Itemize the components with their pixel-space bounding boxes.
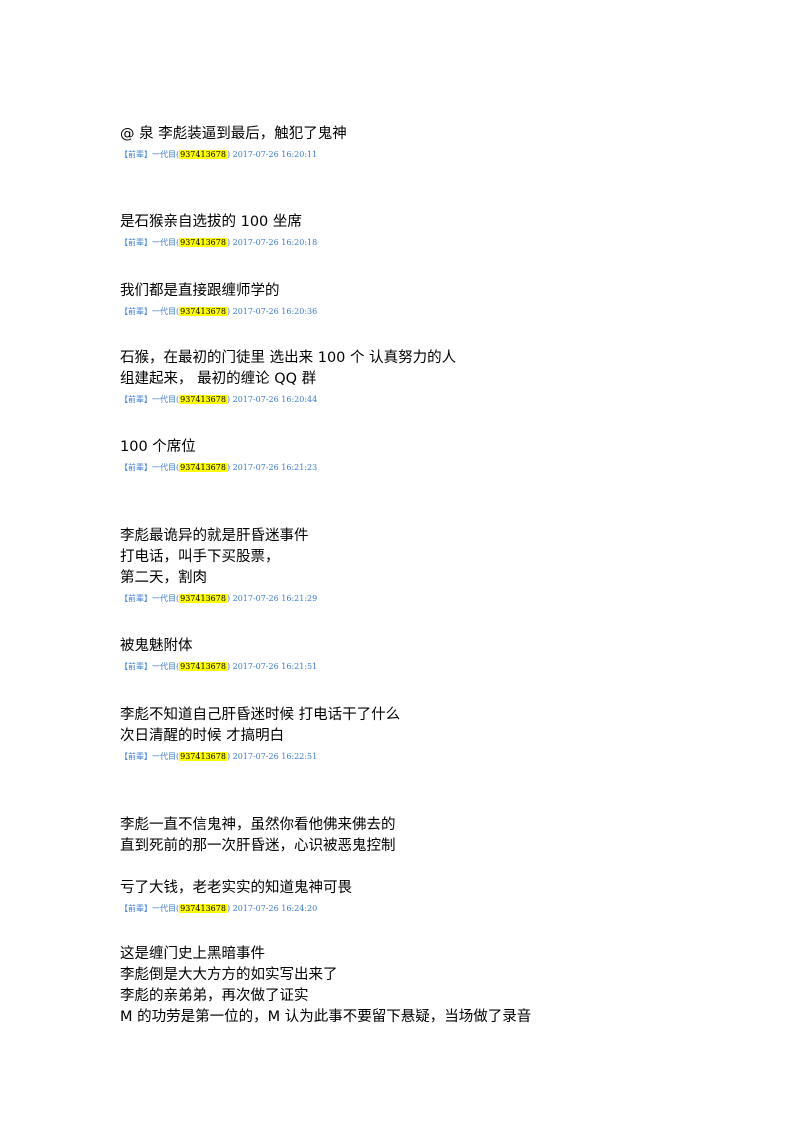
- message-text: 被鬼魅附体: [120, 638, 193, 654]
- message-text: 我们都是直接跟缠师学的: [120, 283, 280, 299]
- message-meta: 【前辈】一代目(937413678) 2017-07-26 16:24:20: [120, 904, 318, 913]
- qq-number: 937413678: [179, 150, 227, 159]
- message-text: 组建起来， 最初的缠论 QQ 群: [120, 371, 317, 387]
- qq-number: 937413678: [179, 752, 227, 761]
- message-text: 李彪的亲弟弟，再次做了证实: [120, 988, 309, 1004]
- message-5: 李彪最诡异的就是肝昏迷事件 打电话，叫手下买股票， 第二天，割肉 【前辈】一代目…: [120, 526, 317, 605]
- message-text: 亏了大钱，老老实实的知道鬼神可畏: [120, 880, 352, 896]
- qq-number: 937413678: [179, 463, 227, 472]
- message-text: 第二天，割肉: [120, 570, 207, 586]
- message-text: 直到死前的那一次肝昏迷，心识被恶鬼控制: [120, 838, 396, 854]
- message-4: 100 个席位 【前辈】一代目(937413678) 2017-07-26 16…: [120, 437, 317, 474]
- message-text: 是石猴亲自选拔的 100 坐席: [120, 214, 302, 230]
- message-0: @ 泉 李彪装逼到最后，触犯了鬼神 【前辈】一代目(937413678) 201…: [120, 124, 347, 161]
- message-8: 李彪一直不信鬼神，虽然你看他佛来佛去的 直到死前的那一次肝昏迷，心识被恶鬼控制 …: [120, 815, 396, 915]
- message-text: 次日清醒的时候 才搞明白: [120, 728, 285, 744]
- qq-number: 937413678: [179, 395, 227, 404]
- message-meta: 【前辈】一代目(937413678) 2017-07-26 16:20:36: [120, 307, 318, 316]
- message-text: M 的功劳是第一位的，M 认为此事不要留下悬疑，当场做了录音: [120, 1009, 532, 1025]
- message-9: 这是缠门史上黑暗事件 李彪倒是大大方方的如实写出来了 李彪的亲弟弟，再次做了证实…: [120, 944, 531, 1028]
- message-text: 李彪一直不信鬼神，虽然你看他佛来佛去的: [120, 817, 396, 833]
- message-text: 李彪倒是大大方方的如实写出来了: [120, 967, 338, 983]
- message-3: 石猴，在最初的门徒里 选出来 100 个 认真努力的人 组建起来， 最初的缠论 …: [120, 348, 456, 406]
- message-text: 100 个席位: [120, 439, 196, 455]
- qq-number: 937413678: [179, 662, 227, 671]
- message-text: 这是缠门史上黑暗事件: [120, 946, 265, 962]
- message-text: 打电话，叫手下买股票，: [120, 549, 280, 565]
- message-text: 石猴，在最初的门徒里 选出来 100 个 认真努力的人: [120, 350, 457, 366]
- message-meta: 【前辈】一代目(937413678) 2017-07-26 16:20:11: [120, 150, 318, 159]
- qq-number: 937413678: [179, 594, 227, 603]
- message-meta: 【前辈】一代目(937413678) 2017-07-26 16:21:51: [120, 662, 318, 671]
- message-2: 我们都是直接跟缠师学的 【前辈】一代目(937413678) 2017-07-2…: [120, 281, 317, 318]
- qq-number: 937413678: [179, 307, 227, 316]
- message-meta: 【前辈】一代目(937413678) 2017-07-26 16:21:29: [120, 594, 318, 603]
- message-meta: 【前辈】一代目(937413678) 2017-07-26 16:20:18: [120, 238, 318, 247]
- message-text: 李彪不知道自己肝昏迷时候 打电话干了什么: [120, 707, 401, 723]
- message-text: [120, 857, 396, 878]
- qq-number: 937413678: [179, 238, 227, 247]
- message-meta: 【前辈】一代目(937413678) 2017-07-26 16:22:51: [120, 752, 318, 761]
- message-meta: 【前辈】一代目(937413678) 2017-07-26 16:21:23: [120, 463, 318, 472]
- qq-number: 937413678: [179, 904, 227, 913]
- message-1: 是石猴亲自选拔的 100 坐席 【前辈】一代目(937413678) 2017-…: [120, 212, 317, 249]
- message-text: @ 泉 李彪装逼到最后，触犯了鬼神: [120, 126, 347, 142]
- message-6: 被鬼魅附体 【前辈】一代目(937413678) 2017-07-26 16:2…: [120, 636, 317, 673]
- message-text: 李彪最诡异的就是肝昏迷事件: [120, 528, 309, 544]
- message-meta: 【前辈】一代目(937413678) 2017-07-26 16:20:44: [120, 395, 318, 404]
- message-7: 李彪不知道自己肝昏迷时候 打电话干了什么 次日清醒的时候 才搞明白 【前辈】一代…: [120, 705, 400, 763]
